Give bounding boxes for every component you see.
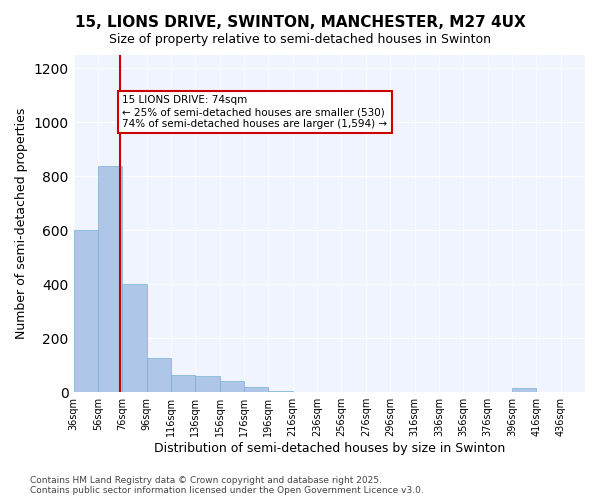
Bar — [512, 388, 536, 392]
Bar — [268, 391, 293, 392]
Bar — [196, 376, 220, 392]
Text: Contains HM Land Registry data © Crown copyright and database right 2025.
Contai: Contains HM Land Registry data © Crown c… — [30, 476, 424, 495]
Text: 15, LIONS DRIVE, SWINTON, MANCHESTER, M27 4UX: 15, LIONS DRIVE, SWINTON, MANCHESTER, M2… — [74, 15, 526, 30]
Bar — [171, 374, 196, 392]
Y-axis label: Number of semi-detached properties: Number of semi-detached properties — [15, 108, 28, 340]
Text: 15 LIONS DRIVE: 74sqm
← 25% of semi-detached houses are smaller (530)
74% of sem: 15 LIONS DRIVE: 74sqm ← 25% of semi-deta… — [122, 96, 388, 128]
Bar — [220, 382, 244, 392]
Bar — [146, 358, 171, 392]
Bar — [98, 166, 122, 392]
Bar — [244, 387, 268, 392]
Bar — [122, 284, 146, 392]
Bar — [74, 230, 98, 392]
Text: Size of property relative to semi-detached houses in Swinton: Size of property relative to semi-detach… — [109, 32, 491, 46]
X-axis label: Distribution of semi-detached houses by size in Swinton: Distribution of semi-detached houses by … — [154, 442, 505, 455]
